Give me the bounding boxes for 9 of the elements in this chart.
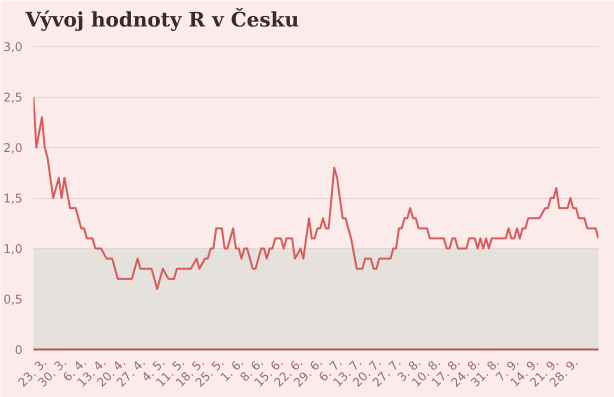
y-tick-label: 0,5 [3, 292, 23, 307]
y-tick-label: 3,0 [3, 40, 23, 54]
y-tick-label: 2,0 [3, 141, 23, 156]
y-tick-label: 0 [14, 343, 23, 357]
line-series [34, 96, 598, 290]
y-tick-label: 2,5 [3, 90, 23, 105]
y-tick-label: 1,5 [3, 192, 23, 206]
chart-title: Vývoj hodnoty R v Česku [24, 8, 300, 32]
y-tick-label: 1,0 [3, 242, 23, 256]
